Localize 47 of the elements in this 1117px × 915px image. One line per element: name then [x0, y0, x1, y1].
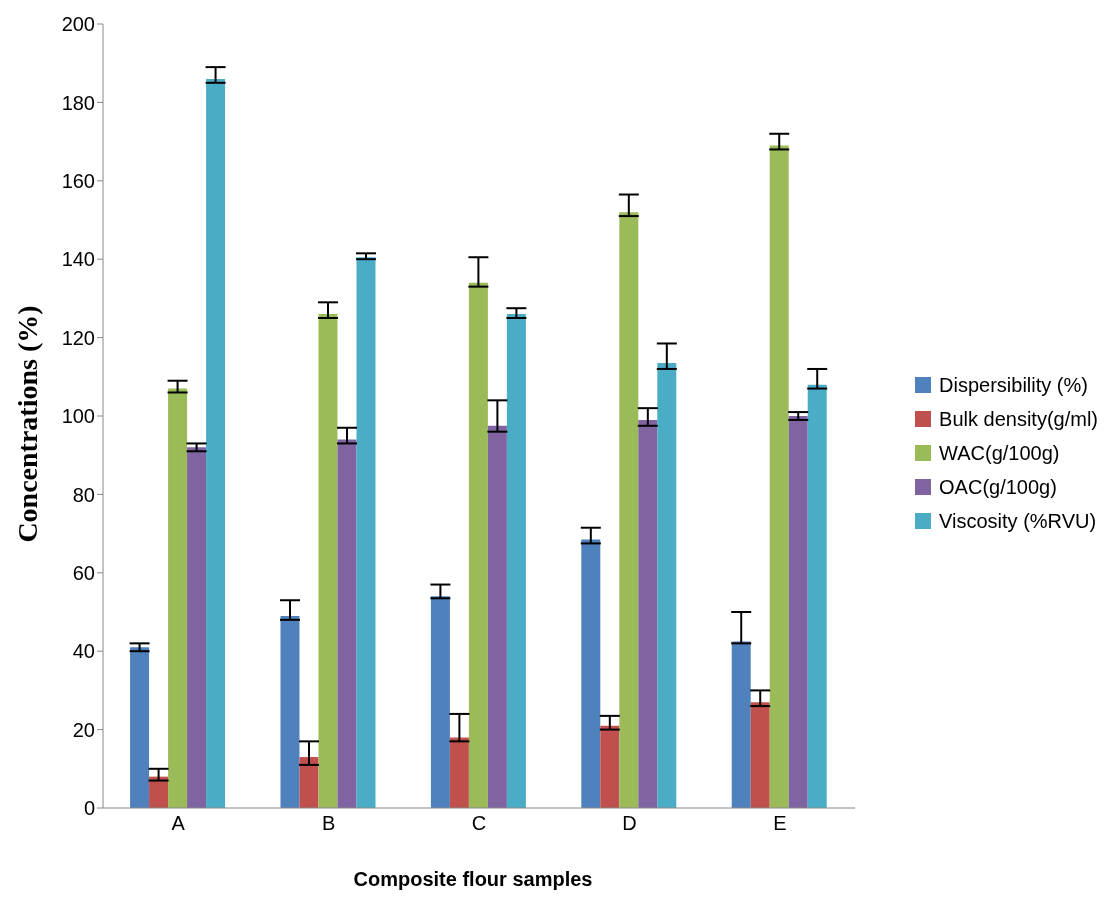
y-tick-label: 40 [72, 640, 95, 663]
bar [299, 757, 319, 808]
bar [280, 615, 300, 808]
bar [769, 145, 789, 808]
x-tick-label: D [622, 812, 637, 835]
bar [206, 78, 226, 808]
y-tick-label: 180 [61, 91, 95, 114]
legend-label: WAC(g/100g) [939, 441, 1060, 466]
y-tick-label: 100 [61, 405, 95, 428]
x-tick-label: A [171, 812, 186, 835]
bar [449, 737, 469, 808]
bar [750, 702, 770, 808]
bar [619, 212, 639, 808]
legend-label: Dispersibility (%) [939, 373, 1088, 398]
bar [600, 725, 620, 808]
x-tick-label: E [773, 812, 787, 835]
bar [638, 419, 658, 808]
bar [168, 388, 188, 808]
y-tick-label: 160 [61, 169, 95, 192]
legend-label: Viscosity (%RVU) [939, 509, 1097, 534]
bar [337, 439, 357, 808]
legend-label: OAC(g/100g) [939, 475, 1057, 500]
bar [731, 641, 751, 808]
y-axis-title: Concentrations (%) [12, 305, 44, 543]
bar [788, 416, 808, 808]
x-tick-label: B [321, 812, 336, 835]
bar [318, 314, 338, 808]
bar [187, 447, 207, 808]
bar [356, 257, 376, 808]
legend-label: Bulk density(g/ml) [939, 407, 1098, 432]
y-tick-label: 140 [61, 248, 95, 271]
y-tick-label: 0 [83, 797, 95, 820]
bar [430, 596, 450, 808]
y-tick-label: 200 [61, 13, 95, 36]
y-tick-label: 120 [61, 326, 95, 349]
bar [130, 647, 150, 808]
bar [807, 384, 827, 808]
bar [468, 282, 488, 808]
y-tick-label: 60 [72, 561, 95, 584]
bar [487, 425, 507, 808]
bar [581, 539, 601, 808]
bar [506, 314, 526, 808]
bar [657, 363, 677, 808]
x-tick-label: C [471, 812, 487, 835]
y-tick-label: 20 [72, 718, 95, 741]
y-tick-label: 80 [72, 483, 95, 506]
x-axis-title: Composite flour samples [352, 868, 594, 891]
